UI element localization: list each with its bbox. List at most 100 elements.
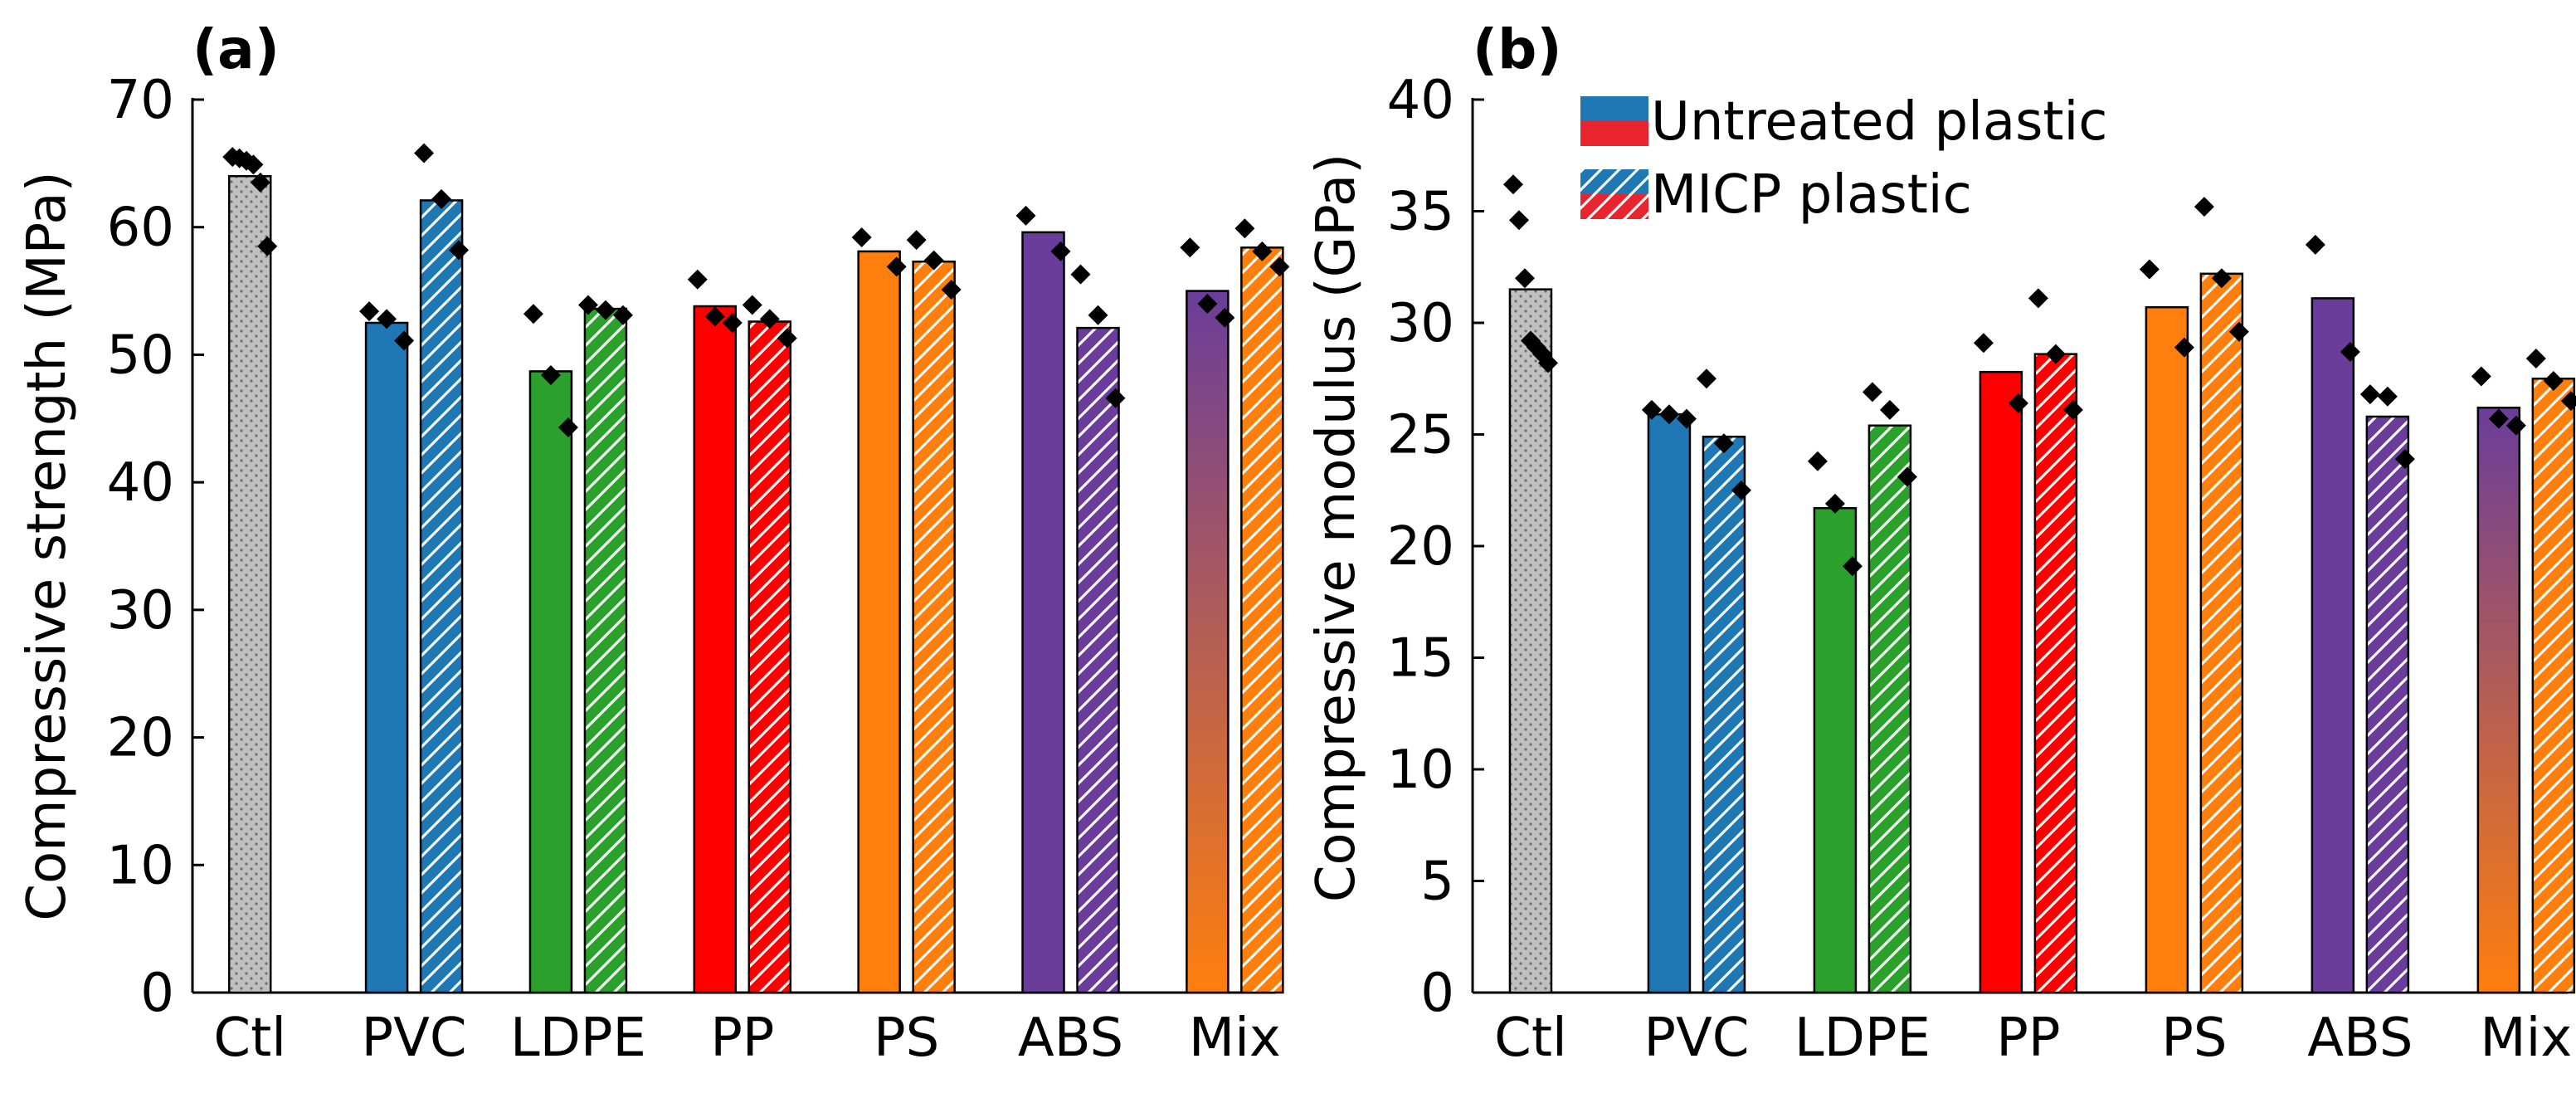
a-point-ps-micp xyxy=(923,250,944,271)
b-bar-ldpe-untreated xyxy=(1813,507,1858,994)
a-point-mix-untreated xyxy=(1197,293,1218,314)
panel-a-marks: 0 10 20 30 40 50 60 70 Ctl PVC LDPE PP PS ABS Mix xyxy=(107,70,1290,1069)
b-point-abs-micp xyxy=(2377,386,2398,407)
a-point-pp-micp xyxy=(742,295,762,315)
b-point-pvc-untreated xyxy=(1676,408,1697,429)
a-y-tick-label: 50 xyxy=(107,324,174,386)
b-bar-abs-micp xyxy=(2365,415,2410,994)
a-bar-pvc-micp xyxy=(419,199,464,994)
a-x-tick-label-pvc: PVC xyxy=(362,1008,467,1069)
b-x-tick-label-ps: PS xyxy=(2161,1008,2227,1069)
a-bar-ctl-untreated xyxy=(227,174,272,994)
a-point-ctl-untreated xyxy=(250,172,270,193)
a-point-pp-micp xyxy=(777,328,797,349)
panel-a-ylabel: Compressive strength (MPa) xyxy=(17,171,78,920)
legend-swatch-micp xyxy=(1580,169,1648,219)
b-point-mix-micp xyxy=(2560,391,2576,412)
b-point-ctl-untreated xyxy=(1514,268,1535,289)
panel-a: (a) Compressive strength (MPa) 0 10 20 30 40… xyxy=(17,17,1290,1069)
panel-a-label: (a) xyxy=(192,17,280,81)
b-point-ps-micp xyxy=(2211,268,2232,289)
a-point-pvc-micp xyxy=(449,240,470,261)
a-point-pvc-micp xyxy=(431,188,452,209)
b-point-abs-untreated xyxy=(2305,234,2325,255)
a-x-tick-label-mix: Mix xyxy=(1189,1008,1281,1069)
a-y-tick-label: 0 xyxy=(140,963,174,1024)
a-y-tick-label: 30 xyxy=(107,580,174,642)
a-point-mix-untreated xyxy=(1215,307,1235,328)
legend: Untreated plastic MICP plastic xyxy=(1580,91,2107,226)
b-x-tick-label-ldpe: LDPE xyxy=(1794,1008,1931,1069)
b-point-abs-micp xyxy=(2359,384,2380,405)
a-point-abs-micp xyxy=(1105,388,1126,408)
a-bar-abs-micp xyxy=(1076,326,1120,994)
b-y-tick-label: 40 xyxy=(1387,70,1454,131)
a-point-ps-untreated xyxy=(886,256,907,277)
b-point-pp-untreated xyxy=(2008,393,2028,413)
a-y-tick-label: 70 xyxy=(107,70,174,131)
panel-b-marks: 0 5 10 15 20 25 30 35 40 Ctl PVC LDPE PP PS ABS Mix xyxy=(1387,70,2576,1069)
b-point-pvc-untreated xyxy=(1658,404,1679,425)
b-point-mix-untreated xyxy=(2471,366,2491,387)
b-bar-ps-untreated xyxy=(2145,305,2189,994)
b-x-tick-label-abs: ABS xyxy=(2307,1008,2413,1069)
b-point-mix-untreated xyxy=(2488,408,2509,429)
b-point-ldpe-micp xyxy=(1862,382,1882,403)
a-point-pvc-untreated xyxy=(377,309,397,329)
a-x-tick-label-ps: PS xyxy=(874,1008,939,1069)
b-point-pvc-micp xyxy=(1713,433,1734,454)
a-x-tick-label-abs: ABS xyxy=(1018,1008,1123,1069)
a-bar-pvc-untreated xyxy=(364,321,409,994)
a-point-ps-micp xyxy=(941,280,962,300)
b-point-abs-untreated xyxy=(2340,341,2360,362)
panel-b-ylabel: Compressive modulus (GPa) xyxy=(1306,154,1367,902)
legend-label-untreated: Untreated plastic xyxy=(1651,91,2107,153)
b-y-tick-label: 20 xyxy=(1387,516,1454,578)
b-x-tick-label-pp: PP xyxy=(1996,1008,2060,1069)
b-bar-abs-untreated xyxy=(2311,297,2355,994)
b-point-mix-micp xyxy=(2543,370,2564,391)
a-point-pvc-micp xyxy=(414,143,435,163)
a-point-abs-untreated xyxy=(1050,241,1071,261)
a-point-ctl-untreated xyxy=(257,236,278,256)
b-bar-pp-micp xyxy=(2033,353,2078,994)
a-point-pvc-untreated xyxy=(359,301,380,322)
b-bar-ldpe-micp xyxy=(1867,424,1912,994)
a-point-ctl-untreated xyxy=(243,154,264,175)
b-bar-ps-micp xyxy=(2199,272,2244,994)
a-point-ps-micp xyxy=(906,230,927,251)
a-x-tick-label-ctl: Ctl xyxy=(213,1008,286,1069)
legend-swatch-untreated xyxy=(1580,96,1648,146)
legend-swatch-untreated-bottom xyxy=(1580,121,1648,146)
b-point-ctl-untreated xyxy=(1537,353,1558,373)
b-point-ldpe-untreated xyxy=(1807,451,1828,471)
a-point-ldpe-micp xyxy=(595,300,616,320)
a-y-tick-label: 60 xyxy=(107,198,174,259)
a-point-mix-untreated xyxy=(1180,237,1200,258)
a-y-tick-label: 40 xyxy=(107,452,174,514)
b-point-pvc-micp xyxy=(1696,368,1717,389)
b-bar-pvc-micp xyxy=(1702,435,1746,994)
b-point-ps-untreated xyxy=(2174,337,2194,358)
a-bar-ps-micp xyxy=(912,260,956,994)
a-point-abs-micp xyxy=(1088,305,1108,325)
a-bar-abs-untreated xyxy=(1021,231,1065,994)
b-point-ldpe-micp xyxy=(1897,466,1917,487)
a-x-tick-label-ldpe: LDPE xyxy=(510,1008,646,1069)
a-point-mix-micp xyxy=(1234,218,1255,239)
b-bar-ctl-untreated xyxy=(1508,288,1553,994)
b-point-mix-micp xyxy=(2525,349,2546,369)
legend-swatch-untreated-top xyxy=(1580,96,1648,121)
a-point-ldpe-micp xyxy=(612,305,633,325)
b-y-tick-label: 30 xyxy=(1387,293,1454,354)
a-point-abs-untreated xyxy=(1015,205,1036,226)
b-x-tick-label-pvc: PVC xyxy=(1643,1008,1749,1069)
panel-b-label: (b) xyxy=(1473,17,1562,81)
b-y-tick-label: 10 xyxy=(1387,739,1454,801)
a-point-pp-micp xyxy=(759,309,780,329)
a-point-pp-untreated xyxy=(704,306,725,327)
panel-b: (b) Compressive modulus (GPa) 0 5 10 15 20 25… xyxy=(1306,17,2576,1069)
b-point-mix-untreated xyxy=(2505,415,2526,436)
b-point-pp-micp xyxy=(2045,344,2066,364)
